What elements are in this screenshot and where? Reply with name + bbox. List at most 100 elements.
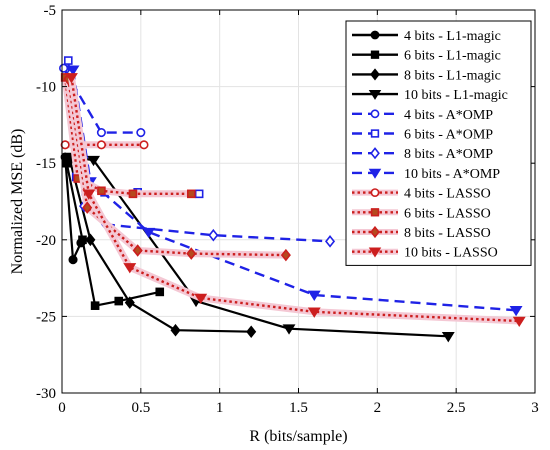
data-point [64, 56, 73, 65]
legend-marker [370, 129, 380, 138]
legend-label: 10 bits - A*OMP [404, 167, 500, 182]
legend-label: 6 bits - LASSO [404, 206, 491, 221]
legend-entry: 8 bits - A*OMP [352, 147, 493, 162]
data-point [186, 247, 197, 260]
series-2 [64, 153, 257, 339]
y-tick-label: -15 [36, 156, 56, 172]
data-point [123, 263, 137, 274]
data-point [78, 235, 87, 245]
legend-marker [370, 30, 380, 40]
legend-marker [370, 188, 380, 197]
legend-entry: 6 bits - LASSO [352, 206, 491, 221]
y-tick-label: -30 [36, 386, 56, 402]
data-point [325, 235, 336, 248]
data-point [142, 227, 156, 239]
legend-entry: 6 bits - L1-magic [352, 49, 501, 64]
x-tick-label: 3 [531, 400, 539, 416]
y-tick-label: -20 [36, 233, 56, 249]
legend-entry: 4 bits - A*OMP [352, 108, 493, 123]
x-tick-label: 2.5 [447, 400, 466, 416]
data-point [82, 189, 96, 200]
legend-marker [370, 208, 380, 217]
legend-entry: 4 bits - LASSO [352, 187, 491, 202]
data-point [124, 296, 135, 309]
data-point [441, 332, 455, 343]
data-point [114, 296, 124, 306]
data-point [68, 255, 78, 265]
legend-box [345, 20, 532, 266]
legend-marker [370, 147, 380, 160]
series-line [71, 69, 517, 312]
data-point [90, 301, 100, 310]
data-point [96, 128, 106, 138]
x-tick-label: 1 [216, 400, 224, 416]
legend-marker [370, 68, 380, 81]
y-axis-label: Normalized MSE (dB) [9, 129, 26, 275]
data-point [208, 228, 219, 242]
data-point [96, 140, 106, 150]
data-point [307, 307, 321, 318]
data-point [139, 140, 149, 150]
series-11 [65, 73, 526, 328]
data-point [97, 186, 106, 196]
legend-entry: 4 bits - L1-magic [352, 29, 501, 44]
legend-marker [368, 89, 382, 100]
legend-label: 4 bits - LASSO [404, 187, 491, 202]
legend-label: 10 bits - L1-magic [404, 88, 508, 103]
data-point [66, 65, 80, 76]
legend-entry: 10 bits - LASSO [352, 246, 498, 261]
legend-label: 6 bits - A*OMP [404, 128, 493, 143]
legend-marker [370, 225, 380, 239]
data-point [60, 140, 70, 150]
legend-marker [368, 247, 382, 258]
legend-label: 8 bits - LASSO [404, 226, 491, 241]
data-point [85, 233, 96, 247]
x-tick-label: 0.5 [131, 400, 150, 416]
y-tick-label: -5 [44, 3, 57, 19]
data-point [194, 293, 208, 305]
data-point [155, 287, 165, 297]
legend-marker [370, 109, 380, 119]
x-tick-label: 0 [58, 400, 66, 416]
legend-label: 6 bits - L1-magic [404, 49, 501, 64]
legend-marker [370, 50, 380, 59]
legend: 4 bits - L1-magic 6 bits - L1-magic 8 bits… [345, 20, 532, 266]
data-point [194, 189, 204, 199]
data-point [282, 324, 296, 335]
data-point [132, 244, 143, 257]
data-point [136, 128, 146, 138]
legend-entry: 10 bits - A*OMP [352, 167, 500, 182]
x-tick-label: 1.5 [289, 400, 308, 416]
legend-label: 4 bits - L1-magic [404, 29, 501, 44]
legend-label: 8 bits - L1-magic [404, 68, 501, 83]
data-point [280, 248, 291, 262]
data-point [170, 323, 181, 337]
series-line [67, 78, 286, 257]
series-halo [68, 76, 520, 325]
data-point [246, 325, 257, 339]
legend-entry: 6 bits - A*OMP [352, 128, 493, 143]
y-tick-label: -10 [36, 80, 56, 96]
series-0 [60, 152, 86, 265]
data-point [59, 63, 69, 73]
legend-entry: 8 bits - L1-magic [352, 68, 501, 83]
legend-label: 4 bits - A*OMP [404, 108, 493, 123]
data-point [512, 316, 526, 328]
x-axis-label: R (bits/sample) [249, 428, 347, 445]
legend-label: 8 bits - A*OMP [404, 147, 493, 162]
x-tick-label: 2 [374, 400, 382, 416]
y-tick-label: -25 [36, 309, 56, 325]
legend-label: 10 bits - LASSO [404, 246, 498, 261]
data-point [87, 155, 100, 167]
legend-entry: 10 bits - L1-magic [352, 88, 508, 103]
legend-entry: 8 bits - LASSO [352, 225, 491, 241]
data-point [509, 305, 523, 317]
series-layer [59, 56, 526, 343]
data-point [128, 189, 138, 199]
data-point [186, 189, 196, 199]
legend-marker [368, 168, 382, 179]
data-point [65, 73, 78, 84]
data-point [82, 201, 93, 214]
data-point [307, 290, 321, 301]
